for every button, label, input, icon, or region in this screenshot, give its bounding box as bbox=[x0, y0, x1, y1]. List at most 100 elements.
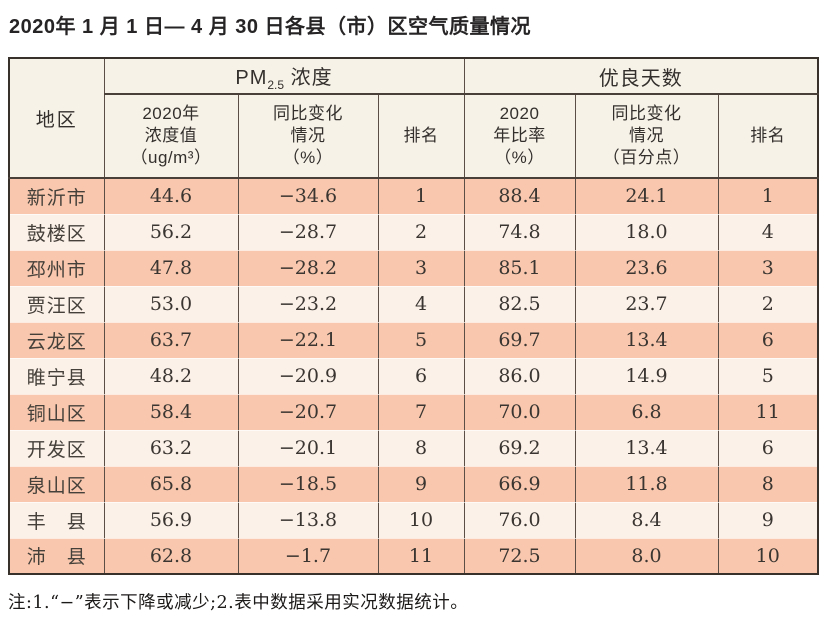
cell-good-rate: 76.0 bbox=[463, 501, 576, 539]
cell-region: 泉山区 bbox=[8, 465, 105, 503]
pm-group-prefix: PM bbox=[235, 66, 268, 89]
table-row: 邳州市 47.8 −28.2 3 85.1 23.6 3 bbox=[8, 249, 819, 287]
cell-good-rate: 88.4 bbox=[463, 177, 576, 215]
cell-good-change: 8.4 bbox=[574, 501, 719, 539]
header-group-row: 地区 PM2.5 浓度 优良天数 bbox=[8, 57, 819, 179]
header-good-rank: 排名 bbox=[717, 93, 819, 179]
cell-good-change: 18.0 bbox=[574, 213, 719, 251]
cell-pm-change: −20.7 bbox=[237, 393, 379, 431]
cell-pm-change: −18.5 bbox=[237, 465, 379, 503]
cell-good-rank: 5 bbox=[717, 357, 819, 395]
header-pm-value: 2020年 浓度值 （ug/m³） bbox=[103, 93, 239, 179]
cell-good-change: 8.0 bbox=[574, 537, 719, 575]
cell-pm-rank: 10 bbox=[377, 501, 465, 539]
cell-pm-rank: 5 bbox=[377, 321, 465, 359]
cell-good-change: 11.8 bbox=[574, 465, 719, 503]
cell-good-rate: 86.0 bbox=[463, 357, 576, 395]
cell-good-change: 6.8 bbox=[574, 393, 719, 431]
cell-good-change: 13.4 bbox=[574, 429, 719, 467]
header-region: 地区 bbox=[8, 57, 105, 179]
header-pm-group: PM2.5 浓度 bbox=[103, 57, 465, 95]
cell-pm-value: 47.8 bbox=[103, 249, 239, 287]
cell-pm-rank: 6 bbox=[377, 357, 465, 395]
air-quality-table: 地区 PM2.5 浓度 优良天数 2020年 浓度值 （ug/m³） 同比变化 … bbox=[8, 57, 819, 575]
cell-pm-rank: 3 bbox=[377, 249, 465, 287]
header-good-rate: 2020 年比率 （%） bbox=[463, 93, 576, 179]
cell-good-change: 23.7 bbox=[574, 285, 719, 323]
cell-pm-value: 63.7 bbox=[103, 321, 239, 359]
cell-pm-rank: 7 bbox=[377, 393, 465, 431]
cell-good-rank: 9 bbox=[717, 501, 819, 539]
cell-good-rate: 82.5 bbox=[463, 285, 576, 323]
cell-region: 邳州市 bbox=[8, 249, 105, 287]
cell-pm-value: 62.8 bbox=[103, 537, 239, 575]
cell-region: 睢宁县 bbox=[8, 357, 105, 395]
page-title: 2020年 1 月 1 日— 4 月 30 日各县（市）区空气质量情况 bbox=[9, 16, 532, 38]
cell-good-rate: 66.9 bbox=[463, 465, 576, 503]
table-body: 新沂市 44.6 −34.6 1 88.4 24.1 1 鼓楼区 56.2 −28.7 2 74.8 1… bbox=[8, 177, 819, 575]
cell-pm-change: −28.2 bbox=[237, 249, 379, 287]
table-row: 沛 县 62.8 −1.7 11 72.5 8.0 10 bbox=[8, 537, 819, 575]
cell-region: 贾汪区 bbox=[8, 285, 105, 323]
table-row: 云龙区 63.7 −22.1 5 69.7 13.4 6 bbox=[8, 321, 819, 359]
cell-pm-rank: 2 bbox=[377, 213, 465, 251]
cell-good-rate: 69.7 bbox=[463, 321, 576, 359]
cell-good-rank: 6 bbox=[717, 429, 819, 467]
table-row: 铜山区 58.4 −20.7 7 70.0 6.8 11 bbox=[8, 393, 819, 431]
cell-region: 鼓楼区 bbox=[8, 213, 105, 251]
table-row: 新沂市 44.6 −34.6 1 88.4 24.1 1 bbox=[8, 177, 819, 215]
cell-region: 开发区 bbox=[8, 429, 105, 467]
table-header: 地区 PM2.5 浓度 优良天数 2020年 浓度值 （ug/m³） 同比变化 … bbox=[8, 57, 819, 179]
cell-pm-value: 56.2 bbox=[103, 213, 239, 251]
cell-good-rank: 11 bbox=[717, 393, 819, 431]
cell-region: 铜山区 bbox=[8, 393, 105, 431]
cell-region: 丰 县 bbox=[8, 501, 105, 539]
cell-good-rate: 69.2 bbox=[463, 429, 576, 467]
cell-good-rank: 10 bbox=[717, 537, 819, 575]
cell-good-rank: 1 bbox=[717, 177, 819, 215]
cell-good-rank: 6 bbox=[717, 321, 819, 359]
cell-pm-change: −20.9 bbox=[237, 357, 379, 395]
cell-good-rate: 70.0 bbox=[463, 393, 576, 431]
cell-good-rank: 3 bbox=[717, 249, 819, 287]
cell-pm-value: 53.0 bbox=[103, 285, 239, 323]
footnote: 注:1.“−”表示下降或减少;2.表中数据采用实况数据统计。 bbox=[8, 593, 469, 613]
cell-good-rate: 72.5 bbox=[463, 537, 576, 575]
cell-pm-change: −13.8 bbox=[237, 501, 379, 539]
cell-good-change: 13.4 bbox=[574, 321, 719, 359]
cell-pm-value: 56.9 bbox=[103, 501, 239, 539]
cell-good-change: 23.6 bbox=[574, 249, 719, 287]
table-row: 鼓楼区 56.2 −28.7 2 74.8 18.0 4 bbox=[8, 213, 819, 251]
cell-pm-rank: 11 bbox=[377, 537, 465, 575]
cell-pm-value: 44.6 bbox=[103, 177, 239, 215]
table-row: 睢宁县 48.2 −20.9 6 86.0 14.9 5 bbox=[8, 357, 819, 395]
cell-region: 新沂市 bbox=[8, 177, 105, 215]
table-row: 泉山区 65.8 −18.5 9 66.9 11.8 8 bbox=[8, 465, 819, 503]
header-sub-row: 2020年 浓度值 （ug/m³） 同比变化 情况 （%） 排名 2020 年比… bbox=[9, 93, 819, 179]
cell-good-rate: 85.1 bbox=[463, 249, 576, 287]
cell-good-rank: 2 bbox=[717, 285, 819, 323]
cell-good-rank: 4 bbox=[717, 213, 819, 251]
cell-pm-rank: 8 bbox=[377, 429, 465, 467]
cell-pm-rank: 1 bbox=[377, 177, 465, 215]
cell-pm-value: 48.2 bbox=[103, 357, 239, 395]
cell-pm-change: −28.7 bbox=[237, 213, 379, 251]
cell-pm-rank: 9 bbox=[377, 465, 465, 503]
header-pm-change: 同比变化 情况 （%） bbox=[237, 93, 379, 179]
table-row: 丰 县 56.9 −13.8 10 76.0 8.4 9 bbox=[8, 501, 819, 539]
header-pm-rank: 排名 bbox=[377, 93, 465, 179]
cell-good-change: 14.9 bbox=[574, 357, 719, 395]
table-row: 开发区 63.2 −20.1 8 69.2 13.4 6 bbox=[8, 429, 819, 467]
cell-pm-change: −20.1 bbox=[237, 429, 379, 467]
cell-region: 沛 县 bbox=[8, 537, 105, 575]
cell-good-rank: 8 bbox=[717, 465, 819, 503]
header-good-days-group: 优良天数 bbox=[463, 57, 819, 95]
cell-pm-change: −34.6 bbox=[237, 177, 379, 215]
cell-pm-value: 63.2 bbox=[103, 429, 239, 467]
cell-pm-change: −22.1 bbox=[237, 321, 379, 359]
header-good-change: 同比变化 情况 （百分点） bbox=[574, 93, 719, 179]
cell-pm-change: −23.2 bbox=[237, 285, 379, 323]
cell-good-change: 24.1 bbox=[574, 177, 719, 215]
table-row: 贾汪区 53.0 −23.2 4 82.5 23.7 2 bbox=[8, 285, 819, 323]
pm-group-subscript: 2.5 bbox=[267, 77, 285, 92]
